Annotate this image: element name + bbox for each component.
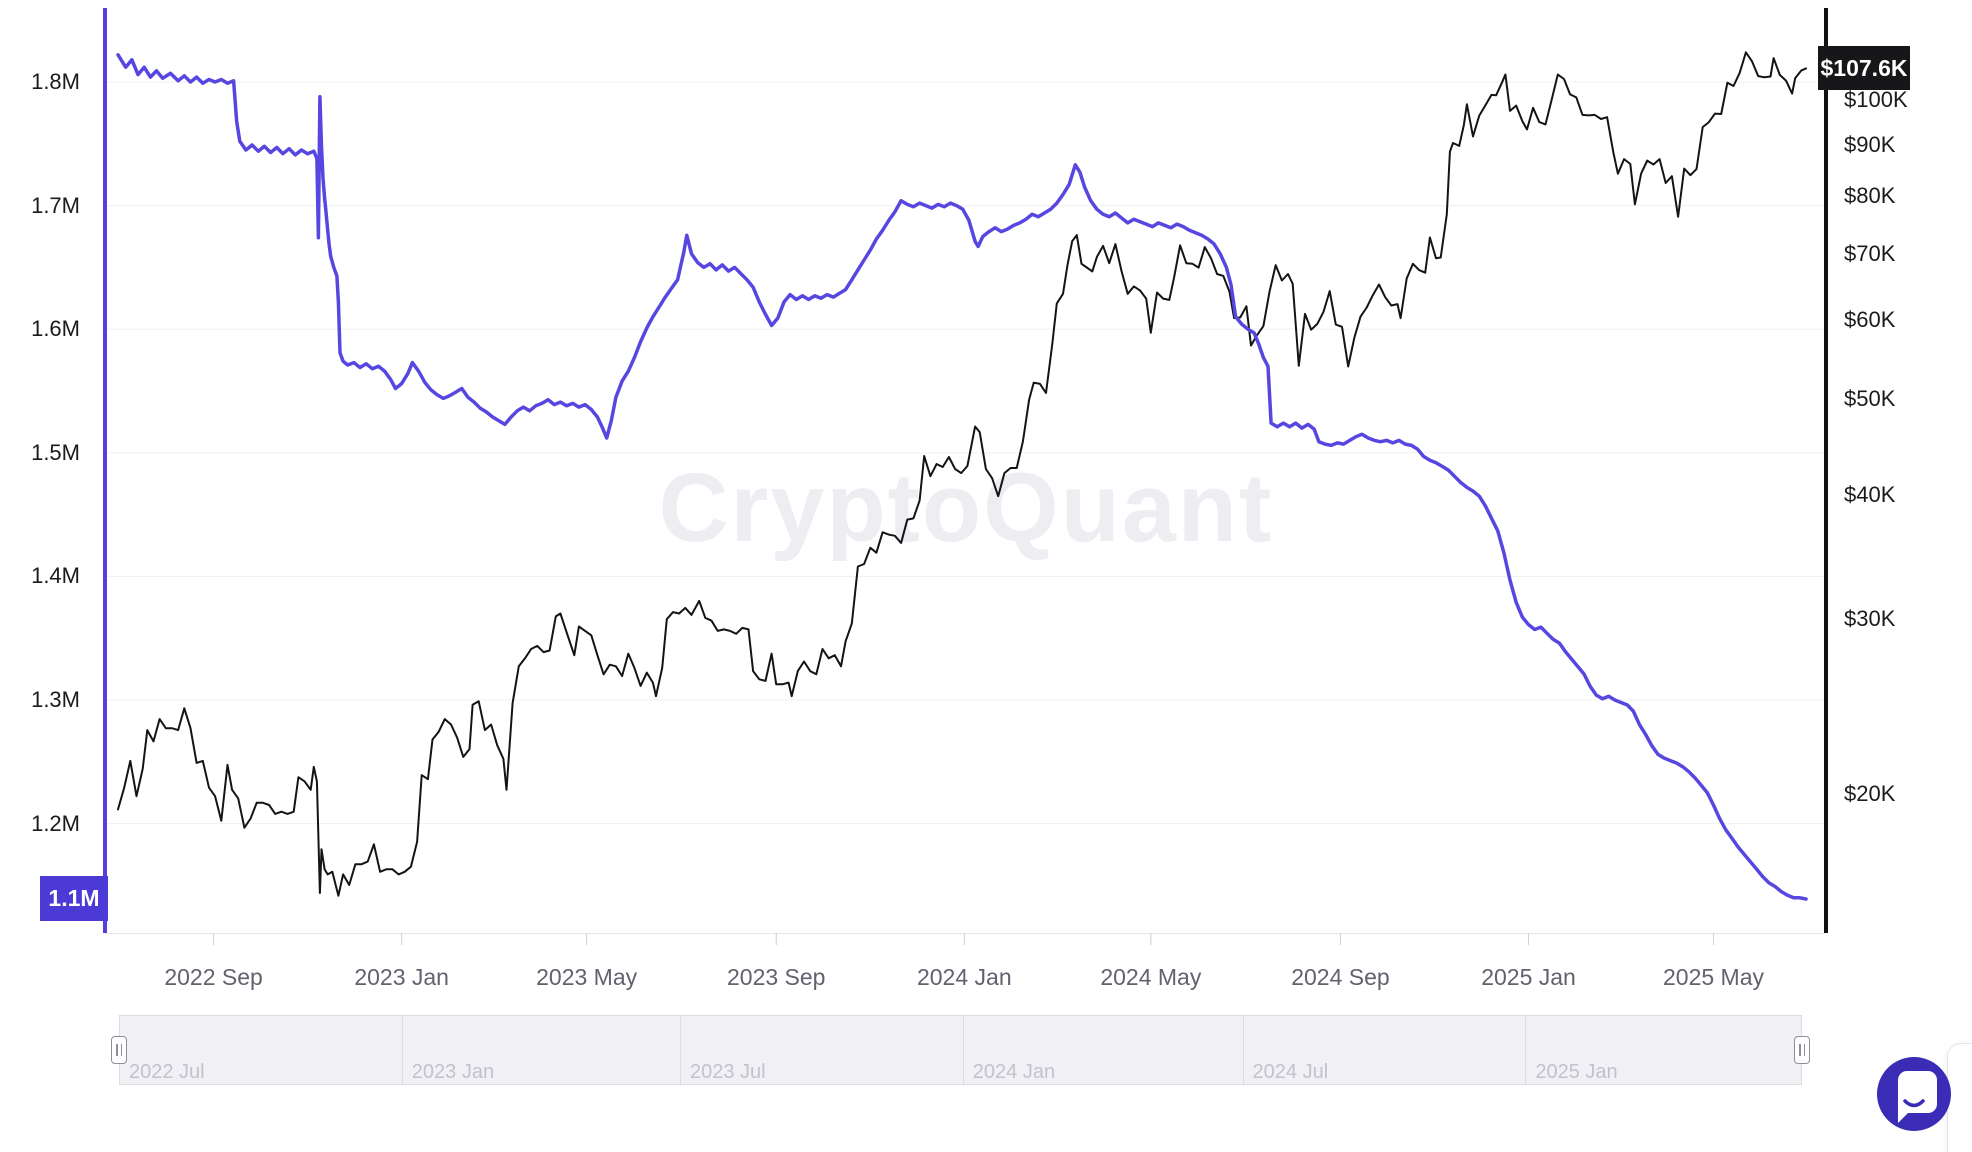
left-axis-label: 1.5M bbox=[31, 439, 80, 465]
right-axis-label: $100K bbox=[1844, 87, 1908, 112]
x-axis-label[interactable]: 2024 May bbox=[1100, 964, 1202, 990]
left-axis-label: 1.7M bbox=[31, 192, 80, 218]
exchange-reserve-line[interactable] bbox=[116, 53, 1808, 901]
right-axis-label: $20K bbox=[1844, 781, 1896, 807]
navigator-separator bbox=[1525, 1015, 1527, 1085]
right-axis-label: $30K bbox=[1844, 606, 1896, 632]
right-axis-label: $80K bbox=[1844, 183, 1896, 209]
navigator-label: 2022 Jul bbox=[129, 1061, 205, 1083]
navigator-label: 2024 Jul bbox=[1252, 1061, 1329, 1083]
navigator-separator bbox=[680, 1015, 681, 1085]
left-axis-label: 1.3M bbox=[31, 687, 80, 712]
x-axis-label[interactable]: 2023 Sep bbox=[726, 964, 826, 990]
left-axis-line bbox=[103, 8, 107, 933]
navigator-separator bbox=[962, 1015, 964, 1085]
cryptoquant-watermark: CryptoQuant bbox=[658, 453, 1274, 562]
gridlines bbox=[107, 81, 1824, 825]
x-axis-label[interactable]: 2024 Jan bbox=[916, 964, 1012, 990]
x-axis-label[interactable]: 2025 May bbox=[1662, 964, 1765, 990]
chat-bubble-icon bbox=[1898, 1071, 1937, 1123]
navigator-label: 2025 Jan bbox=[1535, 1061, 1618, 1083]
reserve-last-value-badge: 1.1M bbox=[40, 876, 108, 922]
left-axis-label: 1.8M bbox=[31, 69, 80, 94]
left-axis-label: 1.2M bbox=[31, 810, 80, 836]
chat-button[interactable] bbox=[1877, 1057, 1951, 1131]
navigator-separator bbox=[401, 1015, 403, 1085]
btc-price-line[interactable] bbox=[117, 51, 1807, 897]
navigator-track[interactable] bbox=[119, 1015, 1802, 1085]
right-axis-label: $40K bbox=[1844, 482, 1896, 508]
price-last-value-badge: $107.6K bbox=[1818, 46, 1910, 91]
x-axis-label[interactable]: 2023 May bbox=[536, 964, 638, 990]
left-axis-label: 1.4M bbox=[31, 563, 80, 589]
right-axis-label: $60K bbox=[1844, 307, 1896, 333]
x-axis-label[interactable]: 2022 Sep bbox=[164, 964, 263, 990]
x-axis-label[interactable]: 2025 Jan bbox=[1481, 964, 1576, 990]
navigator-label: 2023 Jul bbox=[690, 1061, 766, 1083]
left-axis-label: 1.6M bbox=[31, 316, 80, 342]
navigator-label: 2023 Jan bbox=[411, 1061, 495, 1083]
x-axis-ticks bbox=[213, 933, 1715, 945]
right-axis-label: $50K bbox=[1844, 385, 1896, 411]
x-axis-label[interactable]: 2024 Sep bbox=[1291, 964, 1390, 990]
navigator-left-handle[interactable] bbox=[111, 1036, 127, 1064]
navigator-separator bbox=[1242, 1015, 1244, 1085]
navigator-right-handle[interactable] bbox=[1794, 1036, 1810, 1064]
right-axis-line bbox=[1824, 8, 1828, 933]
x-axis-label[interactable]: 2023 Jan bbox=[354, 964, 449, 990]
right-axis-label: $70K bbox=[1844, 240, 1896, 266]
navigator-label: 2024 Jan bbox=[972, 1061, 1056, 1083]
right-axis-label: $90K bbox=[1844, 132, 1896, 158]
